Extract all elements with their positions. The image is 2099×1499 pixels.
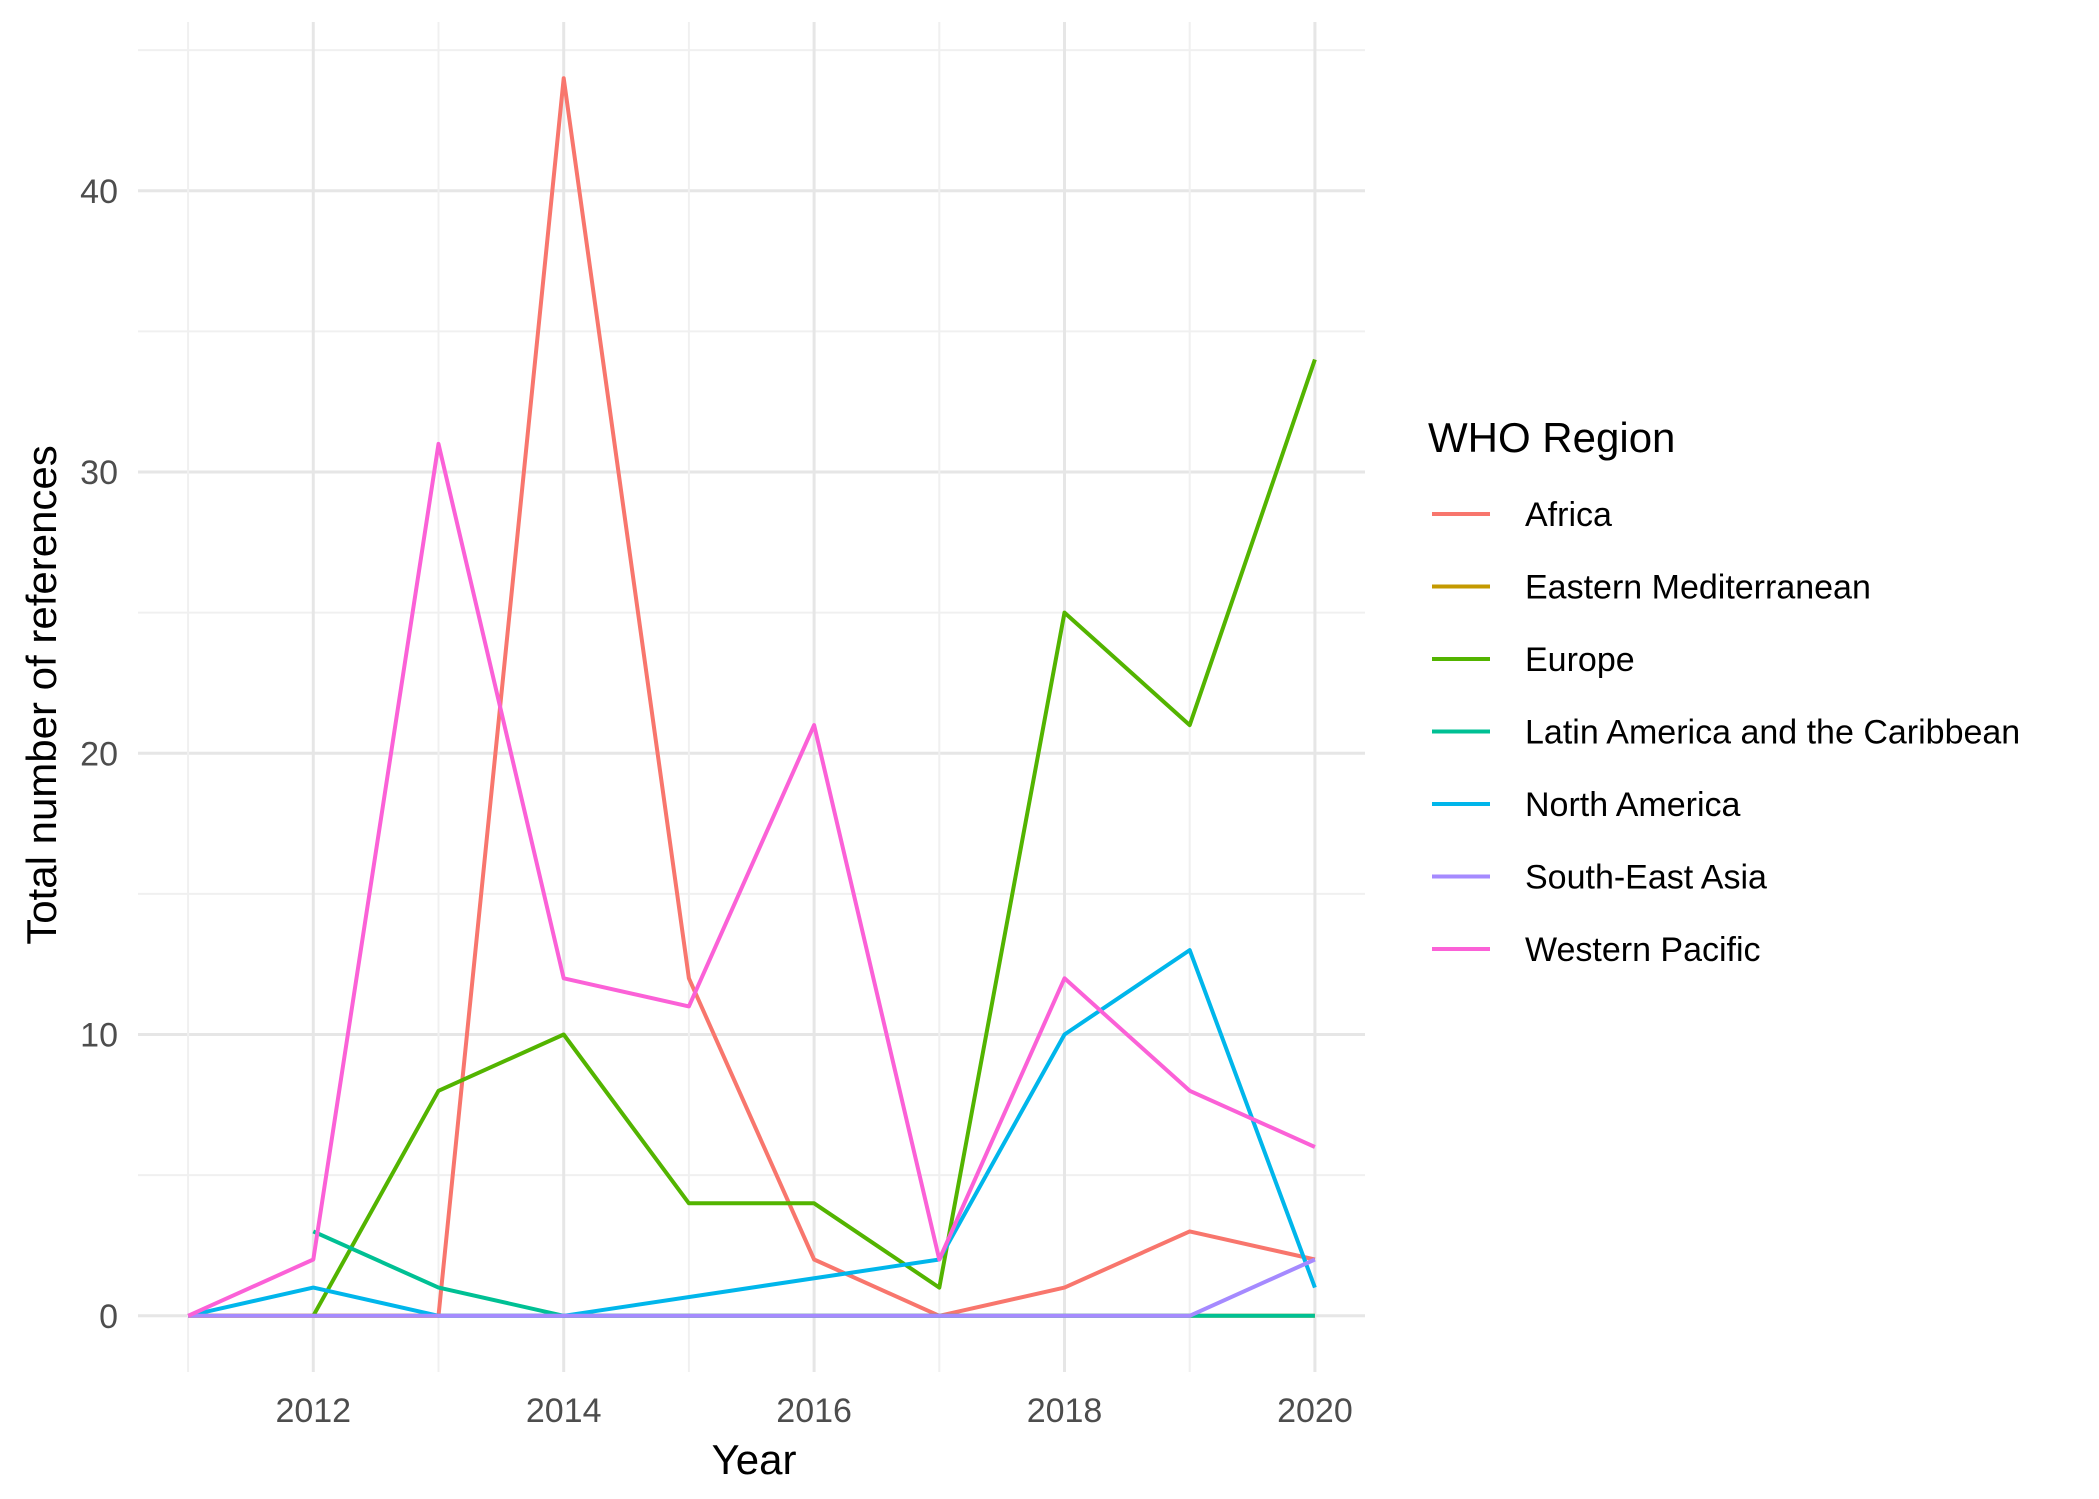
legend-item-south-east-asia: South-East Asia — [1432, 859, 1767, 897]
series-line-south-east-asia — [188, 1257, 1316, 1318]
legend-label-eastern-mediterranean: Eastern Mediterranean — [1525, 569, 1871, 607]
y-axis-ticks: 0 10 20 30 40 — [80, 173, 118, 1336]
x-axis-ticks: 2012 2014 2016 2018 2020 — [275, 1392, 1352, 1430]
y-tick-label: 20 — [80, 735, 118, 773]
series-lines — [187, 76, 1317, 1318]
x-tick-label: 2020 — [1277, 1392, 1353, 1430]
legend: WHO Region Africa Eastern Mediterranean Eu… — [1428, 414, 2020, 969]
legend-label-africa: Africa — [1525, 496, 1612, 534]
legend-title: WHO Region — [1428, 414, 1675, 461]
series-line-north-america — [187, 948, 1317, 1318]
x-axis-title: Year — [712, 1436, 797, 1483]
legend-item-eastern-mediterranean: Eastern Mediterranean — [1432, 569, 1871, 607]
grid — [138, 22, 1365, 1372]
legend-label-latin-america-and-the-caribbean: Latin America and the Caribbean — [1525, 714, 2020, 752]
legend-item-europe: Europe — [1432, 641, 1635, 679]
y-axis-title: Total number of references — [18, 445, 65, 945]
legend-item-africa: Africa — [1432, 496, 1612, 534]
legend-item-latin-america-and-the-caribbean: Latin America and the Caribbean — [1432, 714, 2020, 752]
y-tick-label: 0 — [99, 1298, 118, 1336]
series-line-western-pacific — [187, 441, 1316, 1318]
series-line-europe — [311, 358, 1317, 1317]
legend-items: Africa Eastern Mediterranean Europe Latin A… — [1432, 496, 2020, 969]
y-tick-label: 10 — [80, 1017, 118, 1055]
legend-item-western-pacific: Western Pacific — [1432, 931, 1761, 969]
x-tick-label: 2016 — [776, 1392, 852, 1430]
x-tick-label: 2012 — [275, 1392, 351, 1430]
legend-label-western-pacific: Western Pacific — [1525, 931, 1761, 969]
legend-label-south-east-asia: South-East Asia — [1525, 859, 1767, 897]
series-line-africa — [188, 76, 1316, 1318]
y-tick-label: 30 — [80, 454, 118, 492]
y-tick-label: 40 — [80, 173, 118, 211]
legend-label-north-america: North America — [1525, 786, 1740, 824]
legend-item-north-america: North America — [1432, 786, 1740, 824]
x-tick-label: 2014 — [526, 1392, 602, 1430]
x-tick-label: 2018 — [1027, 1392, 1103, 1430]
legend-label-europe: Europe — [1525, 641, 1635, 679]
